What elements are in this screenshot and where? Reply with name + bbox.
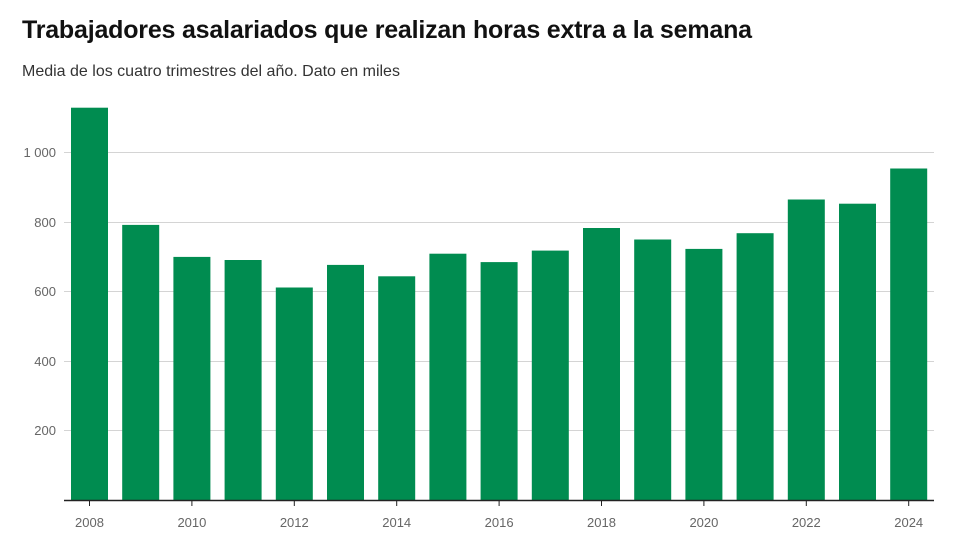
bar-2014 <box>378 276 416 500</box>
bar-2017 <box>531 250 569 500</box>
x-tick-label: 2024 <box>894 515 923 530</box>
x-axis <box>64 499 934 506</box>
chart-title: Trabajadores asalariados que realizan ho… <box>22 16 752 44</box>
bar-2008 <box>71 107 108 500</box>
y-tick-label: 600 <box>34 284 56 299</box>
bar-2011 <box>224 260 262 500</box>
chart-subtitle: Media de los cuatro trimestres del año. … <box>22 63 400 80</box>
x-tick-label: 2008 <box>75 515 104 530</box>
y-tick-label: 400 <box>34 354 56 369</box>
x-tick-label: 2016 <box>485 515 514 530</box>
bars <box>71 107 928 500</box>
bar-2019 <box>634 239 672 500</box>
bar-2024 <box>890 168 928 500</box>
bar-2020 <box>685 248 723 500</box>
bar-2016 <box>480 262 518 500</box>
x-axis-labels: 2008 2010 2012 2014 2016 2018 2020 2022 2024 <box>75 515 923 530</box>
x-tick-label: 2018 <box>587 515 616 530</box>
y-tick-label: 1 000 <box>23 145 56 160</box>
bar-2022 <box>787 199 825 500</box>
x-tick-label: 2022 <box>792 515 821 530</box>
bar-2009 <box>122 224 160 500</box>
bar-2018 <box>583 228 620 500</box>
y-axis-labels: 200 400 600 800 1 000 <box>23 145 56 438</box>
y-tick-label: 800 <box>34 215 56 230</box>
bar-2013 <box>327 264 364 500</box>
x-tick-label: 2012 <box>280 515 309 530</box>
bar-2010 <box>173 256 211 500</box>
bar-2021 <box>736 233 774 500</box>
x-tick-label: 2010 <box>177 515 206 530</box>
x-tick-label: 2014 <box>382 515 411 530</box>
bar-2015 <box>429 253 467 500</box>
bar-2023 <box>839 203 876 500</box>
x-tick-label: 2020 <box>689 515 718 530</box>
bar-2012 <box>275 287 313 500</box>
y-tick-label: 200 <box>34 423 56 438</box>
